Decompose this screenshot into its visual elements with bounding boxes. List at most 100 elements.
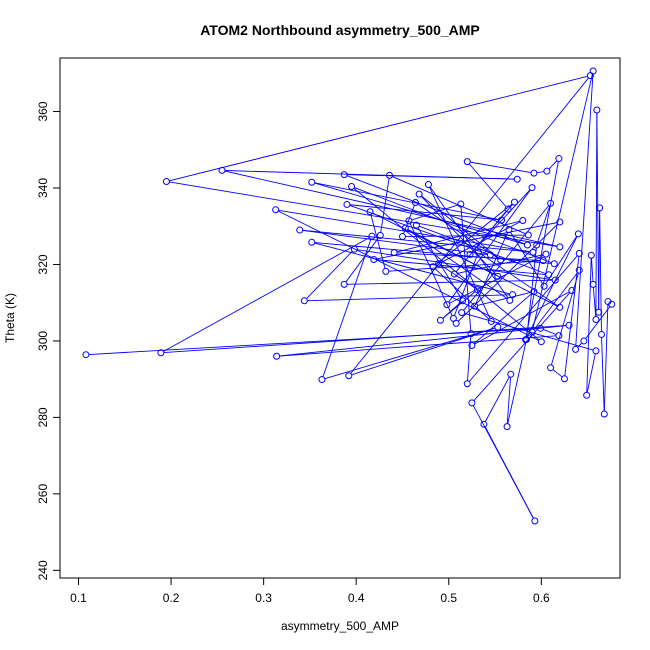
series-segment (314, 182, 499, 220)
data-point (398, 233, 406, 241)
data-point (450, 270, 458, 278)
data-point (524, 231, 532, 239)
data-point (300, 297, 308, 305)
data-point (556, 243, 564, 251)
data-point (523, 241, 531, 249)
data-point (530, 288, 538, 296)
data-point (596, 204, 604, 212)
series-segment (314, 242, 510, 295)
x-tick-label: 0.3 (255, 591, 272, 605)
data-point (368, 232, 376, 240)
data-point (545, 271, 553, 279)
x-axis-label: asymmetry_500_AMP (281, 619, 399, 633)
data-point (343, 200, 351, 208)
data-point (443, 301, 451, 309)
x-tick-label: 0.1 (70, 591, 87, 605)
data-point (473, 286, 481, 294)
data-point (556, 218, 564, 226)
x-tick-label: 0.2 (163, 591, 180, 605)
data-point (497, 256, 505, 264)
data-point (539, 257, 547, 265)
y-tick-label: 360 (36, 101, 50, 121)
series-segment (417, 227, 462, 299)
data-point (574, 230, 582, 238)
series-segment (407, 229, 508, 300)
series-segment (475, 232, 509, 304)
series-path (88, 73, 611, 519)
series-points (82, 67, 616, 525)
series-segment (353, 188, 540, 341)
series-segment (419, 225, 547, 275)
series-segment (473, 292, 571, 401)
series-segment (533, 272, 578, 331)
series-segment (507, 342, 527, 424)
series-segment (376, 259, 546, 275)
series-segment (552, 369, 563, 378)
series-segment (506, 377, 512, 424)
series-segment (163, 237, 370, 352)
series-segment (536, 171, 544, 174)
data-point (480, 420, 488, 428)
data-point (157, 349, 165, 357)
series-segment (473, 293, 532, 344)
data-point (531, 517, 539, 525)
series-segment (510, 231, 543, 284)
y-tick-label: 260 (36, 484, 50, 504)
data-point (424, 181, 432, 189)
data-point (405, 217, 413, 225)
chart-title: ATOM2 Northbound asymmetry_500_AMP (200, 22, 480, 38)
series-segment (448, 189, 531, 303)
data-point (350, 245, 358, 253)
data-point (533, 241, 541, 249)
series-segment (474, 291, 570, 345)
data-point (523, 335, 531, 343)
x-tick-label: 0.4 (348, 591, 365, 605)
data-point (595, 308, 603, 316)
data-point (575, 266, 583, 274)
x-axis: 0.1 0.2 0.3 0.4 0.5 0.6 (70, 577, 550, 605)
series-segment (376, 222, 557, 260)
data-point (572, 345, 580, 353)
series-segment (380, 178, 390, 233)
series-segment (480, 253, 558, 306)
data-point (458, 309, 466, 317)
data-point (536, 324, 544, 332)
data-point (556, 303, 564, 311)
data-point (318, 376, 326, 384)
data-point (348, 182, 356, 190)
data-point (592, 316, 600, 324)
series-segment (322, 238, 372, 377)
series-segment (543, 329, 557, 335)
data-point (528, 328, 536, 336)
data-point (340, 280, 348, 288)
series-segment (598, 210, 601, 310)
data-point (540, 282, 548, 290)
series-segment (532, 73, 593, 330)
series-segment (596, 112, 600, 310)
series-segment (470, 161, 532, 174)
series-segment (278, 210, 539, 341)
series-segment (420, 195, 497, 275)
data-point (551, 276, 559, 284)
series-segment (457, 223, 559, 322)
series-segment (351, 327, 496, 376)
data-point (412, 221, 420, 229)
series-segment (585, 306, 611, 339)
series-segment (350, 77, 589, 374)
x-tick-label: 0.6 (533, 591, 550, 605)
data-point (471, 302, 479, 310)
series-segment (302, 229, 531, 253)
x-tick-label: 0.5 (440, 591, 457, 605)
data-point (589, 67, 597, 75)
data-point (600, 410, 608, 418)
series-segment (441, 221, 521, 263)
series-segment (548, 160, 558, 170)
series-segment (370, 214, 386, 269)
data-point (463, 380, 471, 388)
data-point (542, 250, 550, 258)
y-axis-label: Theta (K) (3, 293, 17, 343)
data-point (506, 296, 514, 304)
data-point (82, 351, 90, 359)
series-segment (550, 272, 579, 365)
y-tick-label: 300 (36, 331, 50, 351)
